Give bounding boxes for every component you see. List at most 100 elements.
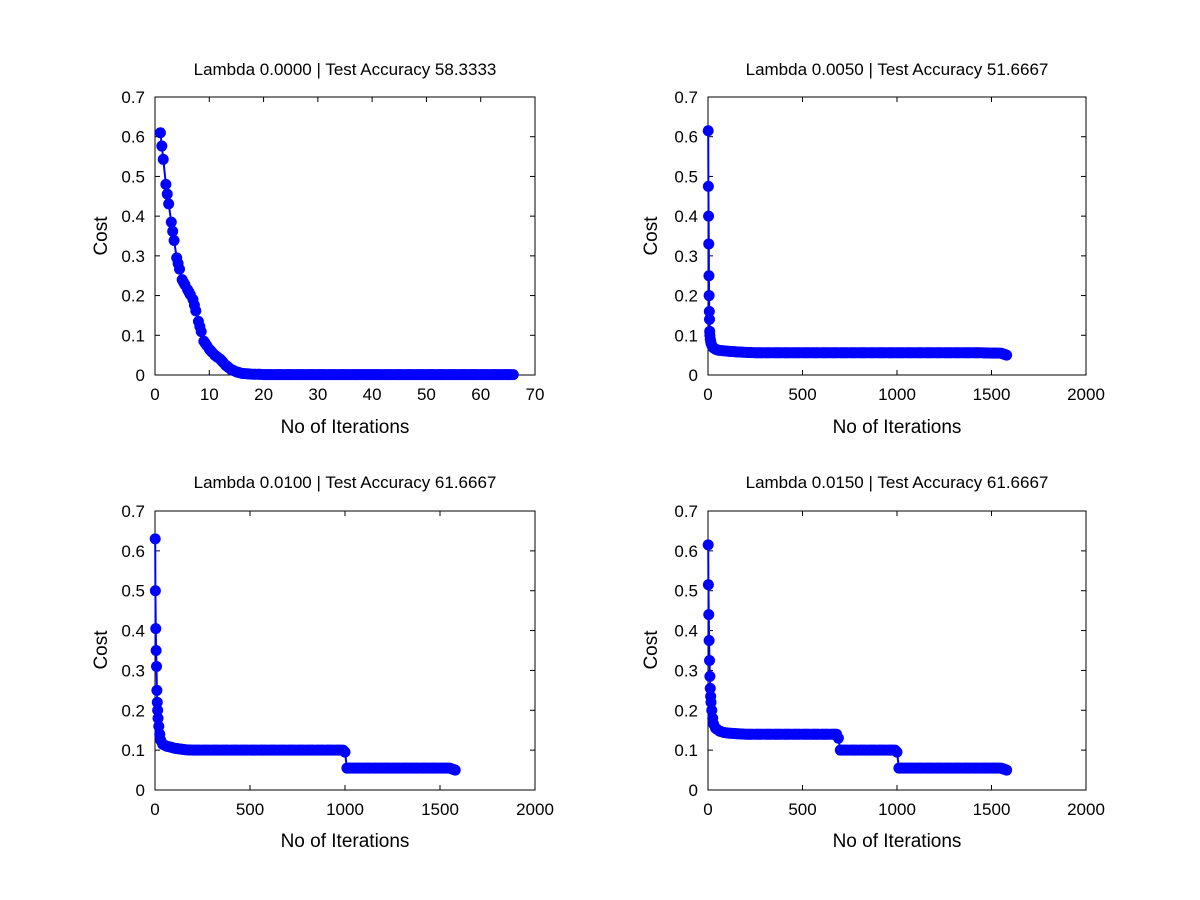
y-tick-label: 0.7 [121,88,145,107]
subplot-lambda-0-0150: Lambda 0.0150 | Test Accuracy 61.6667 No… [641,473,1105,852]
y-tick-label: 0 [136,781,145,800]
y-tick-label: 0.7 [674,502,698,521]
y-tick-label: 0.5 [121,582,145,601]
data-point [168,235,180,247]
subplot-lambda-0-0050: Lambda 0.0050 | Test Accuracy 51.6667 No… [641,60,1105,438]
data-point [705,696,717,708]
data-point [195,326,207,338]
data-point [339,746,351,758]
subplot-title: Lambda 0.0150 | Test Accuracy 61.6667 [746,473,1049,492]
data-point [150,645,162,656]
x-tick-label: 2000 [516,800,554,819]
x-tick-label: 70 [526,385,545,404]
y-tick-label: 0.3 [121,661,145,680]
data-point [703,305,715,317]
data-point [702,539,714,551]
y-axis-label: Cost [91,216,112,256]
x-tick-label: 0 [150,385,159,404]
data-point [703,635,715,647]
data-point [151,660,163,672]
y-tick-label: 0.3 [121,247,145,266]
x-tick-label: 1500 [973,800,1011,819]
data-point [702,180,714,192]
y-tick-label: 0.4 [121,207,145,226]
data-point [165,216,177,228]
y-tick-label: 0.5 [121,167,145,186]
subplot-title: Lambda 0.0050 | Test Accuracy 51.6667 [746,60,1049,79]
y-tick-label: 0.6 [674,542,698,561]
x-tick-label: 2000 [1067,385,1105,404]
y-tick-label: 0.4 [674,622,698,641]
data-point [703,210,715,222]
y-tick-label: 0.1 [674,741,698,760]
x-tick-label: 30 [308,385,327,404]
data-point [150,623,162,635]
x-tick-label: 20 [254,385,273,404]
y-tick-label: 0.5 [674,167,698,186]
data-point [704,313,716,325]
data-point [706,704,718,716]
y-tick-label: 0.6 [674,128,698,147]
data-point [702,579,714,591]
y-tick-label: 0.4 [674,207,698,226]
y-tick-label: 0.6 [121,128,145,147]
x-axis-label: No of Iterations [833,417,962,438]
data-point [702,125,714,137]
data-point [174,263,186,275]
y-axis-label: Cost [641,216,662,256]
x-tick-label: 0 [703,800,712,819]
x-axis-label: No of Iterations [281,417,410,438]
data-point [157,153,169,165]
data-point [160,178,172,190]
data-point [190,305,202,317]
x-tick-label: 40 [363,385,382,404]
data-point [891,746,903,758]
data-point [703,270,715,282]
data-point [703,238,715,250]
subplot-lambda-0-0100: Lambda 0.0100 | Test Accuracy 61.6667 No… [91,473,554,852]
x-tick-label: 50 [417,385,436,404]
x-tick-label: 1500 [421,800,459,819]
y-tick-label: 0.1 [121,326,145,345]
y-tick-label: 0.3 [674,247,698,266]
data-point [153,720,165,732]
x-tick-label: 0 [703,385,712,404]
data-point [152,704,164,716]
subplot-title: Lambda 0.0000 | Test Accuracy 58.3333 [194,60,497,79]
data-point [161,188,173,200]
data-point [704,670,716,682]
y-axis-label: Cost [91,630,112,670]
y-axis-label: Cost [641,630,662,670]
data-point [449,764,461,776]
data-point [151,696,163,708]
y-tick-label: 0.1 [674,326,698,345]
x-tick-label: 500 [788,800,816,819]
x-tick-label: 60 [471,385,490,404]
x-tick-label: 1000 [878,385,916,404]
data-point [151,684,163,696]
y-tick-label: 0.4 [121,622,145,641]
x-tick-label: 0 [150,800,159,819]
x-tick-label: 500 [236,800,264,819]
x-tick-label: 1000 [878,800,916,819]
subplot-lambda-0-0000: Lambda 0.0000 | Test Accuracy 58.3333 No… [91,60,544,438]
x-tick-label: 500 [788,385,816,404]
y-tick-label: 0 [136,366,145,385]
data-point [832,732,844,744]
x-tick-label: 1000 [326,800,364,819]
data-point [156,140,168,152]
data-point [704,654,716,666]
y-tick-label: 0.7 [674,88,698,107]
data-point [149,585,161,597]
x-tick-label: 10 [200,385,219,404]
y-tick-label: 0.2 [674,701,698,720]
data-point [163,198,175,210]
y-tick-label: 0 [689,366,698,385]
x-tick-label: 2000 [1067,800,1105,819]
y-tick-label: 0.2 [121,287,145,306]
data-point [152,712,164,724]
y-tick-label: 0.6 [121,542,145,561]
data-point [703,290,715,302]
y-tick-label: 0.2 [674,287,698,306]
